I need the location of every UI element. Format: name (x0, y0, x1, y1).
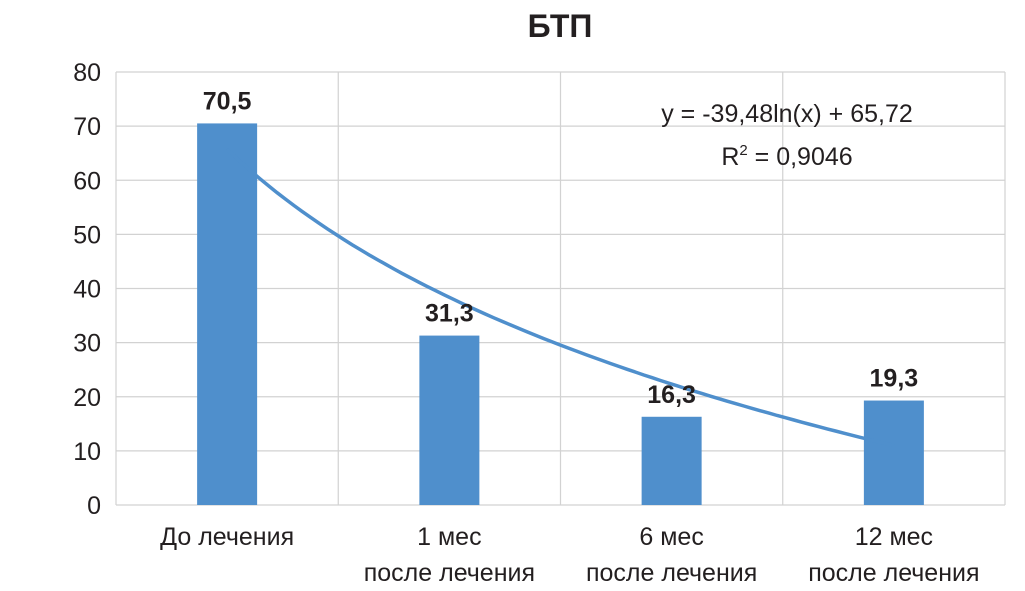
y-tick-label: 30 (73, 330, 101, 358)
y-tick-label: 10 (73, 438, 101, 466)
y-tick-label: 80 (73, 59, 101, 87)
y-tick-label: 0 (87, 492, 101, 520)
r-squared-text: R2 = 0,9046 (721, 142, 852, 171)
x-category-label: 6 мес (639, 523, 703, 551)
data-label: 31,3 (425, 300, 474, 328)
trendline (225, 148, 895, 448)
data-label: 16,3 (647, 381, 696, 409)
y-tick-label: 60 (73, 167, 101, 195)
x-axis: До лечения 1 мес после лечения 6 мес после л… (160, 523, 979, 587)
r-squared-symbol: R (721, 143, 739, 171)
x-category-label: 12 мес (855, 523, 933, 551)
chart-title: БТП (528, 8, 593, 44)
y-tick-label: 70 (73, 113, 101, 141)
x-category-label: 1 мес (417, 523, 481, 551)
bar (197, 123, 258, 505)
bar (641, 416, 702, 505)
y-tick-label: 50 (73, 221, 101, 249)
y-tick-label: 20 (73, 384, 101, 412)
grid (115, 71, 1006, 506)
bar (419, 335, 480, 505)
trendline-equation-text: y = -39,48ln(x) + 65,72 (661, 100, 913, 128)
x-category-label: после лечения (586, 559, 757, 587)
x-category-label: До лечения (160, 523, 294, 551)
bar (863, 400, 924, 505)
r-squared-value: = 0,9046 (748, 143, 853, 171)
bars (197, 123, 924, 505)
x-category-label: после лечения (808, 559, 979, 587)
trendline-curve (225, 148, 895, 448)
data-label: 19,3 (870, 365, 919, 393)
y-tick-label: 40 (73, 276, 101, 304)
data-label: 70,5 (203, 87, 252, 115)
data-labels: 70,5 31,3 16,3 19,3 (203, 87, 918, 408)
x-category-label: после лечения (364, 559, 535, 587)
y-axis: 0 10 20 30 40 50 60 70 80 (73, 59, 101, 520)
trendline-equation: y = -39,48ln(x) + 65,72 R2 = 0,9046 (661, 100, 913, 171)
r-squared-superscript: 2 (739, 142, 747, 159)
